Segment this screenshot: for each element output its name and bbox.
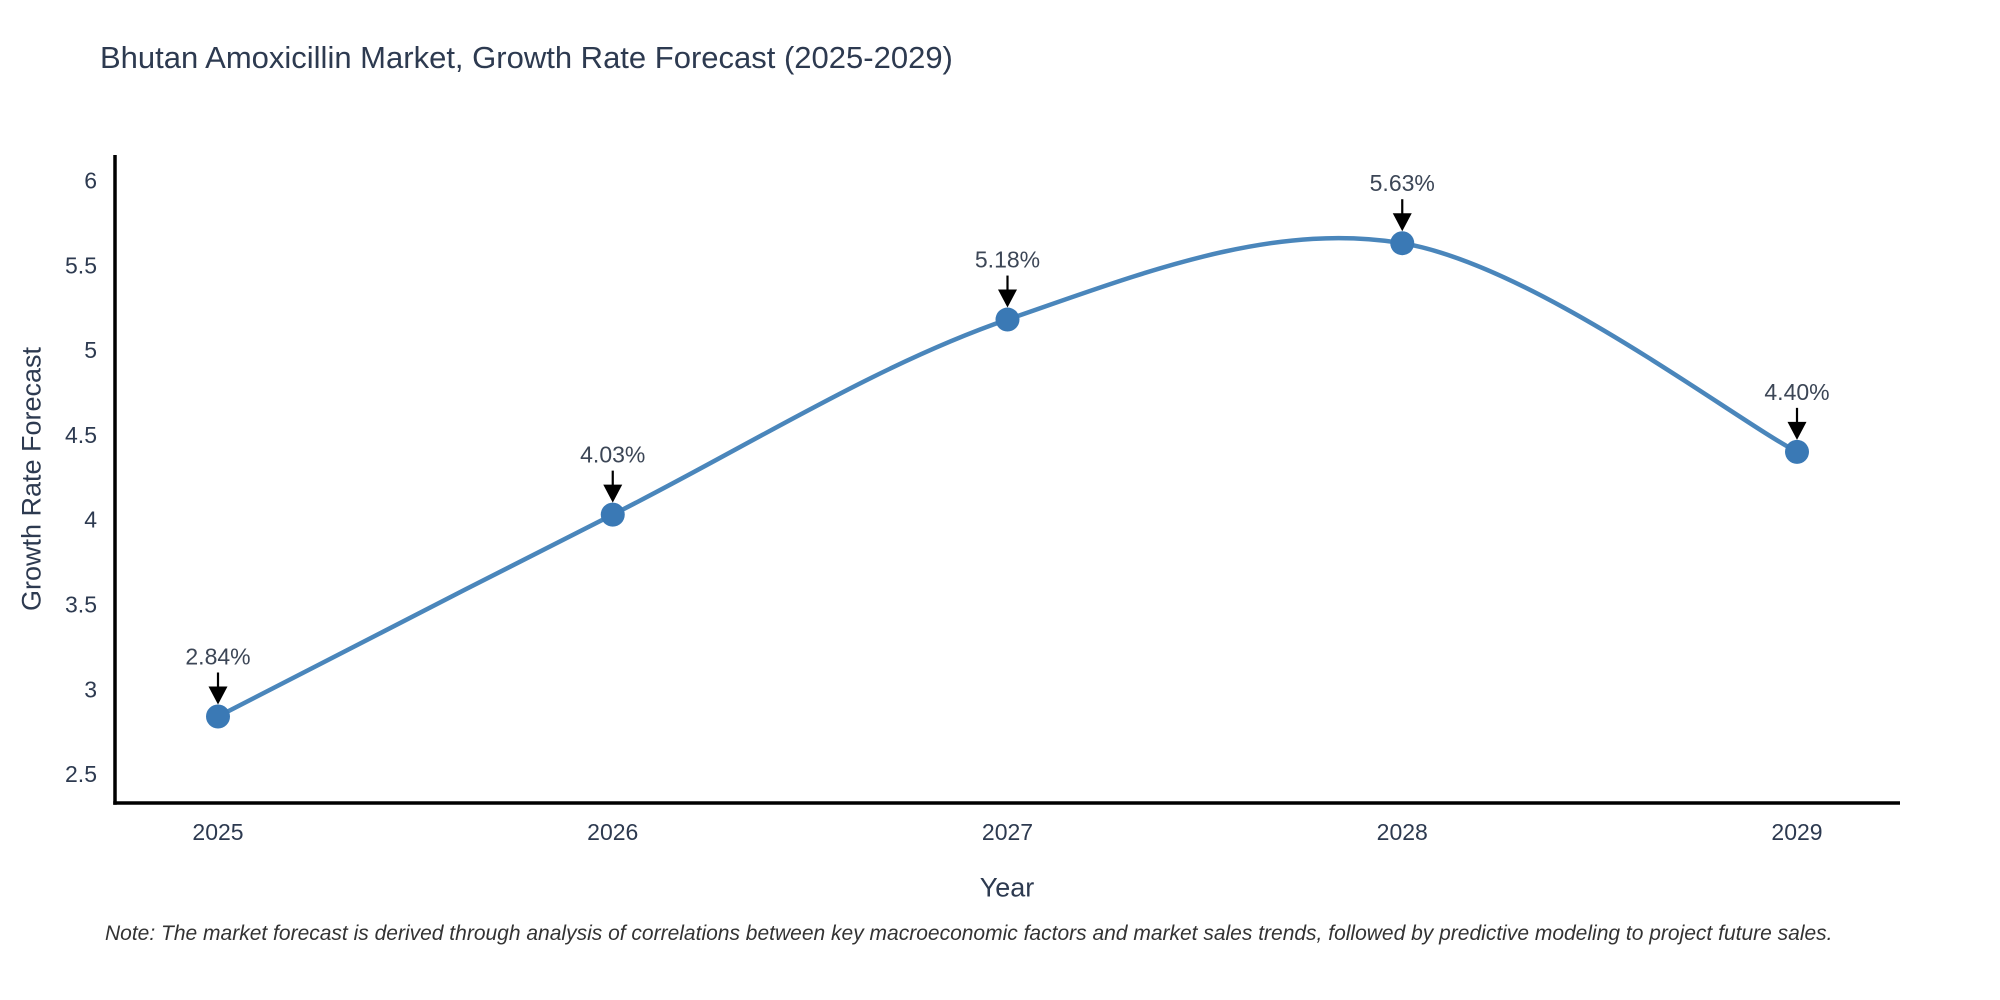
x-axis-title: Year [979, 872, 1035, 903]
annotation-label: 2.84% [185, 643, 250, 669]
annotation-label: 5.63% [1370, 170, 1435, 196]
y-tick-label: 4 [84, 507, 97, 533]
y-tick-label: 3 [84, 676, 97, 702]
data-point-marker[interactable] [1785, 439, 1809, 464]
annotation-arrowhead [208, 686, 228, 705]
x-tick-label: 2027 [982, 819, 1033, 845]
y-tick-label: 6 [84, 167, 97, 193]
data-point-marker[interactable] [600, 502, 625, 527]
annotation-arrowhead [1392, 213, 1412, 232]
chart-title: Bhutan Amoxicillin Market, Growth Rate F… [100, 40, 953, 75]
data-point-marker[interactable] [1390, 231, 1415, 256]
x-tick-label: 2029 [1771, 819, 1822, 845]
x-tick-label: 2026 [587, 819, 638, 845]
annotation-arrowhead [1787, 421, 1807, 440]
annotation-label: 5.18% [975, 247, 1040, 273]
y-tick-label: 5.5 [65, 252, 97, 278]
y-tick-label: 5 [84, 337, 97, 363]
annotation-arrowhead [998, 289, 1017, 308]
x-tick-label: 2025 [192, 819, 243, 845]
footnote: Note: The market forecast is derived thr… [105, 922, 1833, 945]
y-tick-label: 4.5 [65, 422, 97, 448]
annotation-label: 4.03% [580, 442, 645, 468]
x-tick-label: 2028 [1377, 819, 1428, 845]
data-point-marker[interactable] [995, 307, 1020, 332]
data-point-marker[interactable] [206, 704, 230, 729]
annotation-arrowhead [603, 484, 623, 503]
y-tick-label: 3.5 [65, 592, 97, 618]
annotation-label: 4.40% [1764, 379, 1829, 405]
y-tick-label: 2.5 [65, 761, 97, 787]
